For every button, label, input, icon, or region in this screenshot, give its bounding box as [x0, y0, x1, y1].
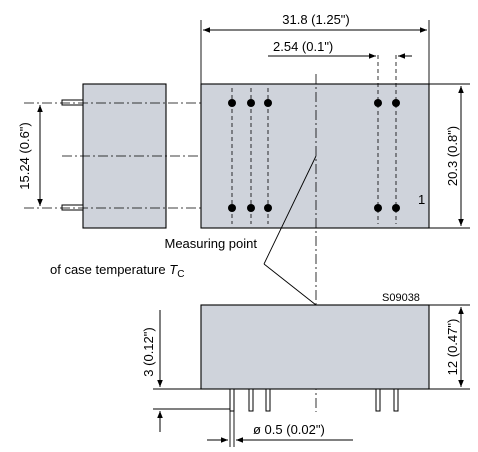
side-view-body: [200, 304, 430, 390]
pin-dot: [374, 99, 382, 107]
side-pin: [265, 388, 271, 412]
height-side-label: 12 (0.47"): [445, 319, 460, 376]
pin-dot: [374, 204, 382, 212]
side-pin: [393, 388, 399, 412]
pin-dot: [247, 99, 255, 107]
top-view-body: [200, 83, 430, 229]
pin-diameter-label: ø 0.5 (0.02"): [253, 422, 325, 437]
end-view: [24, 83, 428, 229]
tc-subscript: C: [177, 269, 184, 280]
pin-dot: [264, 204, 272, 212]
pin-dot: [228, 204, 236, 212]
width-dimension: 31.8 (1.25"): [200, 12, 430, 84]
side-pin: [375, 388, 381, 412]
pin-dot: [264, 99, 272, 107]
end-view-pin-top: [61, 99, 84, 106]
height-side-dimension: 12 (0.47"): [429, 304, 470, 390]
pin-dot: [392, 204, 400, 212]
standoff-dimension: 3 (0.12"): [141, 310, 230, 432]
measuring-point-callout: Measuring point of case temperature TC: [50, 155, 317, 306]
pin1-label: 1: [418, 192, 425, 207]
tc-symbol: T: [169, 262, 178, 277]
top-view: 1: [200, 55, 430, 412]
height-top-dimension: 20.3 (0.8"): [429, 83, 470, 229]
side-pin: [248, 388, 254, 412]
measuring-point-line2: of case temperature TC: [50, 262, 184, 280]
pitch-label: 2.54 (0.1"): [273, 39, 333, 54]
end-view-pin-bottom: [61, 204, 84, 211]
pin-row-spacing-label: 15.24 (0.6"): [17, 122, 32, 190]
drawing-id-label: S09038: [382, 292, 420, 304]
measuring-point-line1: Measuring point: [165, 236, 258, 251]
pin-dot: [392, 99, 400, 107]
pin-diameter-dimension: ø 0.5 (0.02"): [207, 411, 353, 447]
standoff-label: 3 (0.12"): [141, 327, 156, 376]
pin-dot: [247, 204, 255, 212]
pitch-dimension: 2.54 (0.1"): [268, 39, 412, 59]
width-label: 31.8 (1.25"): [282, 12, 350, 27]
pin-row-spacing-dimension: 15.24 (0.6"): [17, 105, 43, 206]
pin-dot: [228, 99, 236, 107]
side-pin: [229, 388, 235, 412]
measuring-point-text: of case temperature: [50, 262, 169, 277]
side-view: [200, 304, 430, 412]
height-top-label: 20.3 (0.8"): [445, 126, 460, 186]
